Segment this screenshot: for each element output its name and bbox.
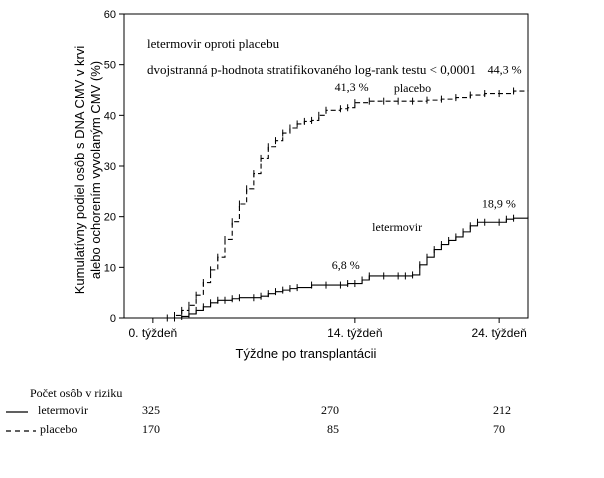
legend-line-letermovir — [6, 405, 30, 413]
risk-table-title: Počet osôb v riziku — [30, 386, 123, 400]
risk-row-label-placebo: placebo — [40, 422, 78, 436]
y-tick-label: 60 — [104, 9, 116, 21]
y-tick-label: 30 — [104, 161, 116, 173]
series-line-placebo — [138, 90, 529, 319]
chart-annotation: letermovir — [372, 220, 422, 234]
km-chart: 0 10 20 30 40 50 60 0. týždeň 14. týždeň 24. týž… — [72, 9, 529, 361]
y-axis-label-line-1: Kumulatívny podiel osôb s DNA CMV v krvi — [72, 46, 87, 295]
risk-value: 270 — [321, 403, 339, 417]
x-tick-label: 24. týždeň — [471, 326, 526, 340]
x-axis-label: Týždne po transplantácii — [236, 346, 377, 361]
risk-value: 212 — [493, 403, 511, 417]
legend-line-placebo — [6, 424, 40, 432]
x-tick-label: 14. týždeň — [327, 326, 382, 340]
risk-value: 325 — [142, 403, 160, 417]
plot-frame — [123, 13, 529, 319]
chart-title-line-1: letermovir oproti placebu — [147, 36, 280, 51]
y-tick-label: 40 — [104, 110, 116, 122]
chart-annotation: 41,3 % — [335, 80, 369, 94]
chart-title-line-2: dvojstranná p-hodnota stratifikovaného l… — [147, 62, 476, 77]
chart-annotation: 18,9 % — [482, 197, 516, 211]
risk-row-label-letermovir: letermovir — [38, 403, 88, 417]
y-axis-label-line-2: alebo ochorením vyvolaným CMV (%) — [88, 61, 103, 279]
risk-value: 85 — [327, 422, 339, 436]
chart-annotation: 6,8 % — [332, 258, 360, 272]
y-tick-label: 50 — [104, 60, 116, 72]
risk-value: 170 — [142, 422, 160, 436]
y-tick-label: 20 — [104, 212, 116, 224]
x-tick-label: 0. týždeň — [129, 326, 178, 340]
y-tick-label: 10 — [104, 262, 116, 274]
y-tick-label: 0 — [110, 313, 116, 325]
chart-annotation: 44,3 % — [488, 62, 522, 76]
chart-annotation: placebo — [394, 81, 431, 95]
risk-value: 70 — [493, 422, 505, 436]
